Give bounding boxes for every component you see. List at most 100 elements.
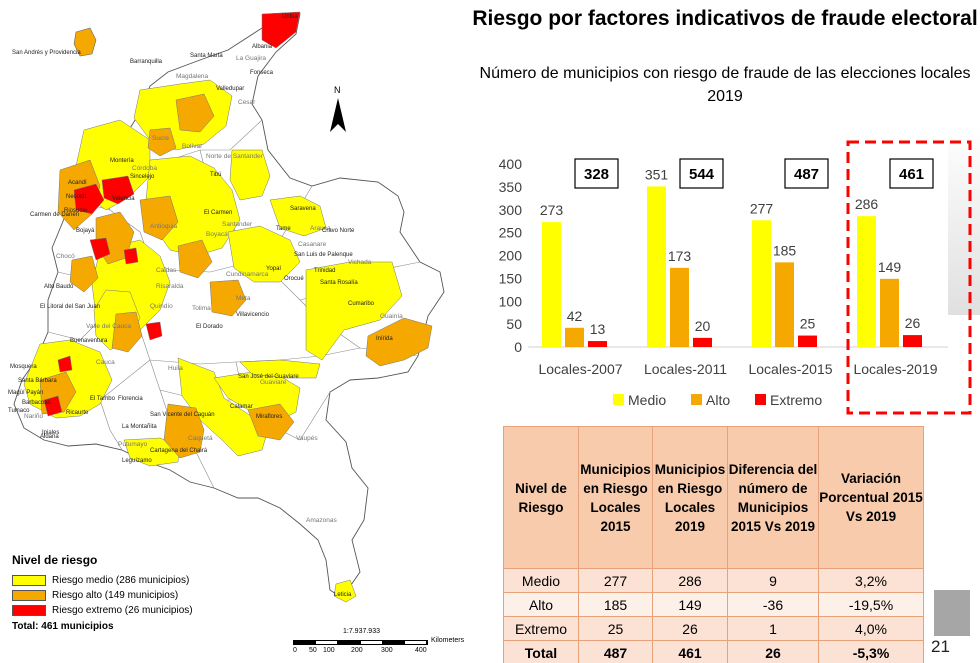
- map-place-label: Barbacoas: [22, 400, 51, 406]
- data-label: 286: [855, 196, 879, 212]
- data-label: 149: [878, 259, 902, 275]
- risk-map: N San Andrés y Providencia Uribia Santa Ma…: [0, 0, 470, 663]
- data-label: 20: [695, 318, 711, 334]
- map-place-label: Villavicencio: [236, 312, 270, 318]
- map-place-label: El Dorado: [196, 324, 223, 330]
- map-place-label: Aldana: [40, 434, 59, 440]
- data-label: 173: [668, 248, 692, 264]
- bar-medio: [752, 220, 771, 347]
- total-box: [679, 158, 724, 189]
- map-place-label: Yopal: [266, 266, 281, 272]
- map-place-label: Cundinamarca: [226, 271, 269, 278]
- map-place-label: Saravena: [290, 206, 316, 212]
- bars: [542, 186, 922, 347]
- map-place-label: Valledupar: [216, 86, 244, 92]
- map-place-label: Caquetá: [188, 435, 213, 442]
- risk-table: Nivel de Riesgo Municipios en Riesgo Loc…: [503, 426, 924, 663]
- map-place-label: San Luis de Palenque: [294, 252, 353, 258]
- colombia-map: N San Andrés y Providencia Uribia Santa Ma…: [8, 11, 445, 603]
- areas-riesgo-extremo: [43, 11, 301, 417]
- map-place-label: El Litoral del San Juan: [40, 304, 100, 310]
- map-place-label: Cumaribo: [348, 301, 375, 307]
- table-header: Municipios en Riesgo Locales 2019: [652, 426, 728, 569]
- y-tick-label: 300: [499, 202, 523, 218]
- map-place-label: Tibú: [210, 172, 221, 178]
- y-tick-label: 0: [514, 339, 522, 355]
- map-place-label: Inírida: [376, 336, 393, 342]
- y-axis: 0 50 100 150 200 250 300 350 400: [499, 156, 523, 355]
- table-cell: 26: [727, 640, 819, 663]
- map-place-label: Putumayo: [118, 441, 148, 448]
- map-place-label: San Andrés y Providencia: [12, 50, 81, 56]
- legend-total: Total: 461 municipios: [12, 621, 114, 632]
- table-header: Variación Porcentual 2015 Vs 2019: [818, 426, 924, 569]
- highlight-box: [846, 140, 972, 415]
- bar-medio: [647, 186, 666, 347]
- total-box: [889, 158, 934, 189]
- map-place-label: Santa Rosalía: [320, 280, 358, 286]
- bar-extremo: [588, 341, 607, 347]
- map-place-label: Chocó: [56, 253, 75, 260]
- map-place-label: Leticia: [334, 592, 352, 598]
- legend-item-alto: Riesgo alto (149 municipios): [12, 588, 252, 603]
- data-label: 185: [773, 242, 797, 258]
- map-place-label: Casanare: [298, 241, 327, 248]
- bar-alto: [880, 278, 899, 347]
- table-cell: -5,3%: [818, 640, 924, 663]
- bar-extremo: [693, 337, 712, 347]
- table-header-row: Nivel de Riesgo Municipios en Riesgo Loc…: [503, 426, 924, 569]
- map-place-label: Albania: [252, 44, 273, 50]
- category-label: Locales-2007: [538, 361, 622, 377]
- map-place-label: Calamar: [230, 404, 253, 410]
- table-cell: Extremo: [503, 616, 579, 641]
- map-place-label: Meta: [236, 295, 251, 302]
- legend-swatch-alto: [691, 394, 702, 405]
- place-labels: San Andrés y Providencia Uribia Santa Mart…: [8, 14, 403, 598]
- map-place-label: Arauca: [310, 225, 331, 232]
- table-total-row: Total 487 461 26 -5,3%: [503, 640, 924, 663]
- scale-bar: [293, 640, 428, 645]
- map-place-label: Necoclí: [66, 194, 86, 200]
- map-place-label: Valle del Cauca: [86, 323, 131, 330]
- y-tick-label: 150: [499, 270, 523, 286]
- map-place-label: Ricaurte: [66, 410, 89, 416]
- y-tick-label: 50: [506, 316, 522, 332]
- map-place-label: Ipiales: [42, 430, 59, 436]
- y-tick-label: 200: [499, 248, 523, 264]
- category-label: Locales-2011: [644, 361, 727, 377]
- legend-label-extremo: Extremo: [770, 392, 822, 408]
- table-cell: 487: [578, 640, 653, 663]
- map-place-label: Valencia: [112, 196, 135, 202]
- data-labels: 273 42 13 351 173 20 277 185 25 286 149 26: [540, 166, 921, 337]
- map-place-label: Nariño: [24, 413, 44, 420]
- total-box-value: 328: [584, 166, 609, 183]
- table-cell: 4,0%: [818, 616, 924, 641]
- map-place-label: San José del Guaviare: [238, 374, 299, 380]
- map-place-label: Magüí Payán: [8, 390, 43, 396]
- page-title: Riesgo por factores indicativos de fraud…: [472, 7, 978, 30]
- map-place-label: Leguízamo: [122, 458, 152, 464]
- map-place-label: Cauca: [96, 359, 115, 366]
- table-row: Medio 277 286 9 3,2%: [503, 568, 924, 593]
- y-tick-label: 100: [499, 293, 523, 309]
- bar-medio: [857, 216, 876, 347]
- map-place-label: Trinidad: [314, 268, 335, 274]
- page-subtitle: Número de municipios con riesgo de fraud…: [479, 65, 971, 105]
- slide-number: 21: [931, 637, 950, 656]
- bar-alto: [775, 262, 794, 347]
- scale-tick: 50: [309, 647, 317, 654]
- map-place-label: Vaupés: [296, 435, 318, 442]
- table-cell: Total: [503, 640, 579, 663]
- total-box-value: 544: [689, 166, 715, 183]
- table-header: Nivel de Riesgo: [503, 426, 579, 569]
- bar-extremo: [903, 335, 922, 347]
- table-cell: Medio: [503, 568, 579, 593]
- legend-label-extremo: Riesgo extremo (26 municipios): [52, 605, 193, 616]
- map-place-label: Sincelejo: [130, 174, 155, 180]
- map-place-label: El Tambo: [90, 396, 116, 402]
- table-row: Alto 185 149 -36 -19,5%: [503, 592, 924, 617]
- table-cell: 149: [652, 592, 728, 617]
- map-place-label: Guainía: [380, 313, 403, 320]
- scale-units: Kilometers: [431, 637, 465, 644]
- map-place-label: Cesar: [238, 99, 256, 106]
